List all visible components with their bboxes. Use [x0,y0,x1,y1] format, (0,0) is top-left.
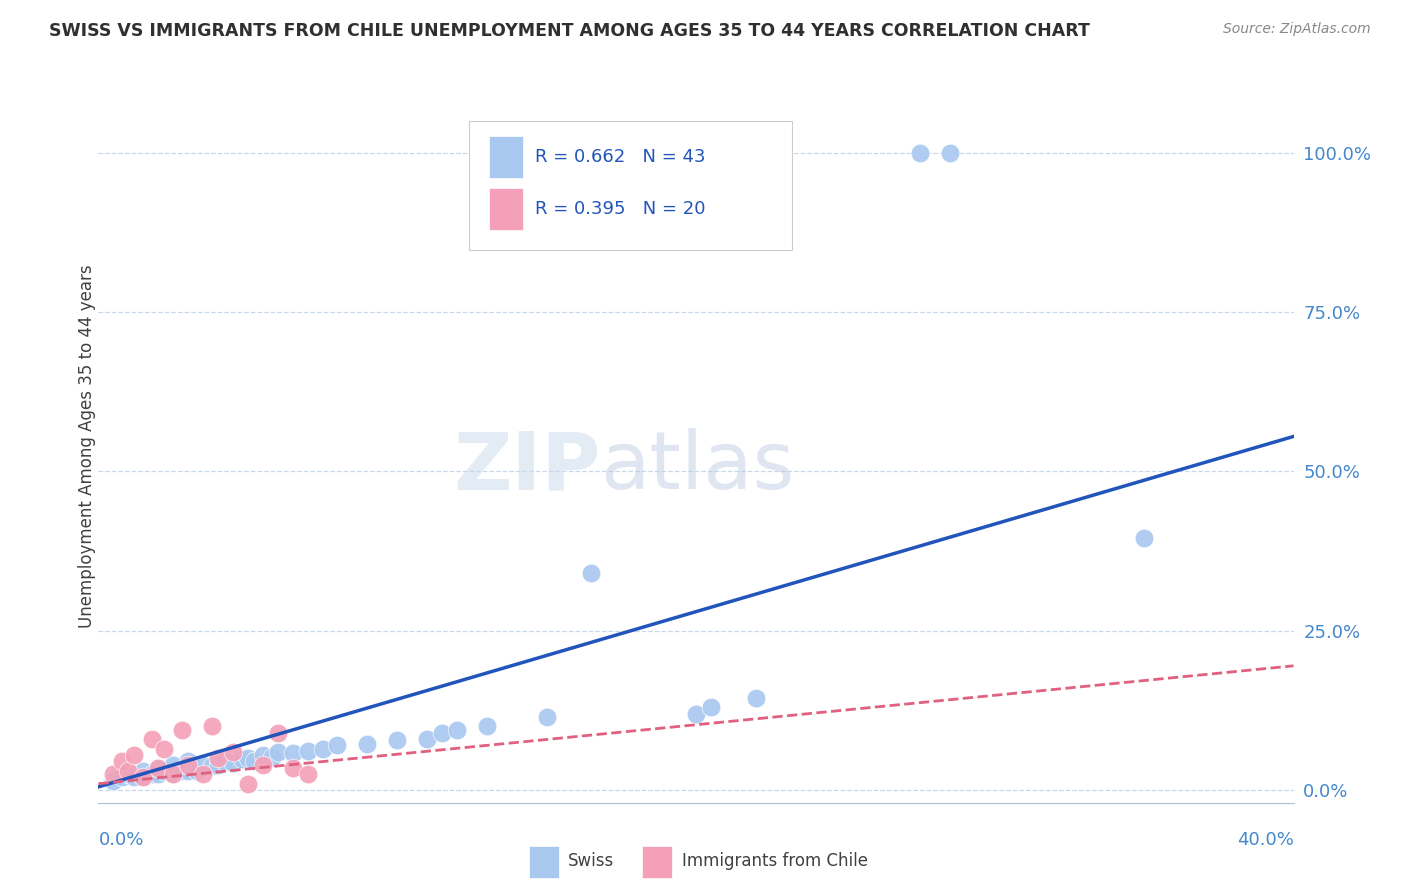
Point [111,755,134,769]
Point [191,757,214,772]
Point [222,756,245,771]
Point [252,757,274,772]
Point [162,767,184,781]
Point [446,723,468,737]
Point [162,767,184,781]
Text: atlas: atlas [600,428,794,507]
Point [581,566,603,581]
Point [148,761,170,775]
Point [153,764,176,778]
Point [172,764,194,778]
Point [326,739,349,753]
Point [117,764,139,778]
Text: Source: ZipAtlas.com: Source: ZipAtlas.com [1223,22,1371,37]
Point [103,767,125,781]
Point [162,757,184,772]
Point [745,690,768,705]
Text: Swiss: Swiss [568,853,614,871]
FancyBboxPatch shape [470,121,792,250]
Point [207,751,229,765]
Point [177,755,200,769]
Point [191,767,214,781]
Point [183,761,205,775]
Point [236,751,259,765]
Point [231,752,253,766]
FancyBboxPatch shape [489,136,523,178]
Point [700,700,723,714]
Point [281,761,304,775]
Point [153,741,176,756]
Point [148,761,170,775]
Text: R = 0.395   N = 20: R = 0.395 N = 20 [534,200,706,218]
Point [385,733,409,747]
Text: Immigrants from Chile: Immigrants from Chile [682,853,868,871]
Point [172,723,194,737]
Point [177,764,200,778]
Point [243,755,266,769]
Point [1133,532,1156,546]
Text: 0.0%: 0.0% [98,831,143,849]
Point [103,773,125,788]
Point [297,743,319,757]
Point [141,732,163,747]
Point [267,745,290,759]
Point [475,719,498,733]
Point [177,757,200,772]
Point [311,741,333,756]
Point [212,755,235,769]
Point [267,725,290,739]
Point [132,764,155,778]
Text: SWISS VS IMMIGRANTS FROM CHILE UNEMPLOYMENT AMONG AGES 35 TO 44 YEARS CORRELATIO: SWISS VS IMMIGRANTS FROM CHILE UNEMPLOYM… [49,22,1090,40]
Point [260,750,283,764]
FancyBboxPatch shape [643,846,672,878]
Point [430,725,453,739]
Point [132,770,155,784]
Point [236,777,259,791]
Point [939,145,962,160]
Point [186,764,208,778]
Point [222,745,245,759]
Point [281,746,304,760]
FancyBboxPatch shape [529,846,558,878]
Point [536,710,558,724]
Point [111,770,134,784]
Point [201,719,224,733]
FancyBboxPatch shape [489,187,523,230]
Point [685,706,707,721]
Text: 40.0%: 40.0% [1237,831,1294,849]
Point [201,759,224,773]
Text: ZIP: ZIP [453,428,600,507]
Point [908,145,931,160]
Point [148,767,170,781]
Point [117,767,139,781]
Point [124,770,146,784]
Point [141,767,163,781]
Point [252,747,274,762]
Y-axis label: Unemployment Among Ages 35 to 44 years: Unemployment Among Ages 35 to 44 years [79,264,96,628]
Point [416,732,439,747]
Point [207,757,229,772]
Point [132,770,155,784]
Point [297,767,319,781]
Point [124,747,146,762]
Text: R = 0.662   N = 43: R = 0.662 N = 43 [534,148,706,166]
Point [356,737,378,751]
